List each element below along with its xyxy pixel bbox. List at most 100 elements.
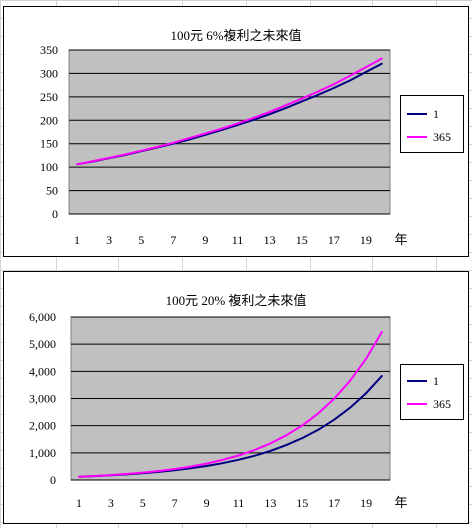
x-tick-label: 3 [106,233,112,247]
data-point-1 [300,100,303,103]
data-point-365 [189,465,192,468]
data-point-1 [269,450,272,452]
data-point-365 [285,434,288,437]
legend-entry-365: 365 [407,397,451,411]
data-point-365 [349,379,351,382]
legend-swatch-1 [407,113,427,115]
y-tick-label: 50 [46,184,58,198]
data-point-1 [349,406,351,409]
x-tick-label: 19 [360,496,372,510]
data-point-365 [269,442,272,445]
data-point-365 [76,163,78,166]
legend[interactable]: 1 365 [400,364,464,420]
y-tick-label: 350 [40,43,58,57]
data-point-1 [301,437,304,439]
x-tick-label: 1 [74,233,80,247]
data-point-365 [253,449,256,451]
y-tick-label: 150 [40,137,58,151]
y-tick-label: 2,000 [29,419,56,433]
data-point-365 [220,127,223,130]
data-point-365 [317,412,320,415]
y-tick-label: 0 [50,473,56,487]
data-point-365 [301,424,304,427]
data-point-365 [316,90,319,93]
legend-label-1: 1 [433,374,439,388]
legend-entry-365: 365 [407,130,451,144]
legend-swatch-365 [407,136,427,138]
x-tick-label: 13 [264,233,276,247]
data-point-365 [108,156,110,159]
x-tick-label: 11 [232,233,244,247]
y-tick-label: 4,000 [29,364,56,378]
data-point-365 [94,475,96,477]
data-point-365 [381,331,383,333]
x-tick-label: 13 [264,496,276,510]
x-tick-label: 17 [328,496,340,510]
data-point-365 [78,475,80,478]
data-point-1 [365,71,367,73]
data-point-365 [172,141,175,144]
y-tick-label: 100 [40,160,58,174]
x-tick-label: 17 [328,233,340,247]
y-tick-label: 1,000 [29,446,56,460]
data-point-1 [252,119,255,121]
data-point-365 [365,66,367,69]
x-tick-label: 5 [140,496,146,510]
data-point-365 [205,462,208,465]
data-point-1 [381,62,383,65]
data-point-1 [381,375,383,377]
x-tick-label: 15 [296,496,308,510]
y-tick-label: 200 [40,113,58,127]
data-point-365 [300,97,303,100]
y-tick-label: 0 [52,207,58,221]
data-point-365 [333,397,335,400]
data-point-365 [252,117,255,119]
chart-20-percent[interactable]: 100元 20% 複利之未來值 0 1,000 2,000 3,000 4,000 5,0… [3,271,469,524]
data-point-365 [237,454,240,457]
y-tick-label: 3,000 [29,392,56,406]
data-point-1 [285,444,288,446]
data-point-365 [157,470,160,472]
y-tick-label: 250 [40,90,58,104]
x-tick-label: 5 [138,233,144,247]
data-point-1 [333,87,335,89]
series-line-365 [78,331,383,478]
data-point-365 [92,160,94,162]
data-point-365 [333,83,335,86]
data-point-1 [349,79,351,82]
chart-title: 100元 20% 複利之未來值 [165,293,307,308]
data-point-365 [268,111,271,113]
data-point-1 [189,467,192,470]
legend-entry-1: 1 [407,107,439,121]
legend-label-1: 1 [433,107,439,121]
data-point-365 [381,57,383,60]
data-point-365 [141,471,144,474]
chart-6-percent[interactable]: 100元 6%複利之未來值 0 50 100 150 200 250 300 350 1 3 5 7 9… [3,6,469,257]
x-tick-label: 3 [108,496,114,510]
data-point-365 [110,474,112,476]
series-line-365 [76,57,383,166]
legend-label-365: 365 [433,397,451,411]
x-tick-label: 1 [76,496,82,510]
data-point-1 [205,465,208,467]
data-point-1 [253,454,256,457]
chart-title: 100元 6%複利之未來值 [170,28,302,43]
x-tick-label: 7 [170,233,176,247]
data-point-365 [349,74,351,77]
data-point-1 [365,392,367,395]
data-point-1 [317,428,320,431]
data-point-365 [284,104,287,107]
x-tick-label: 7 [172,496,178,510]
data-point-365 [188,137,191,139]
legend[interactable]: 1 365 [400,95,464,153]
data-point-365 [236,122,239,125]
x-tick-label: 9 [204,496,210,510]
data-point-365 [156,146,159,148]
data-point-365 [204,132,207,135]
legend-label-365: 365 [433,130,451,144]
x-axis-label: 年 [394,233,407,248]
data-point-1 [268,113,271,115]
data-point-365 [140,149,143,152]
